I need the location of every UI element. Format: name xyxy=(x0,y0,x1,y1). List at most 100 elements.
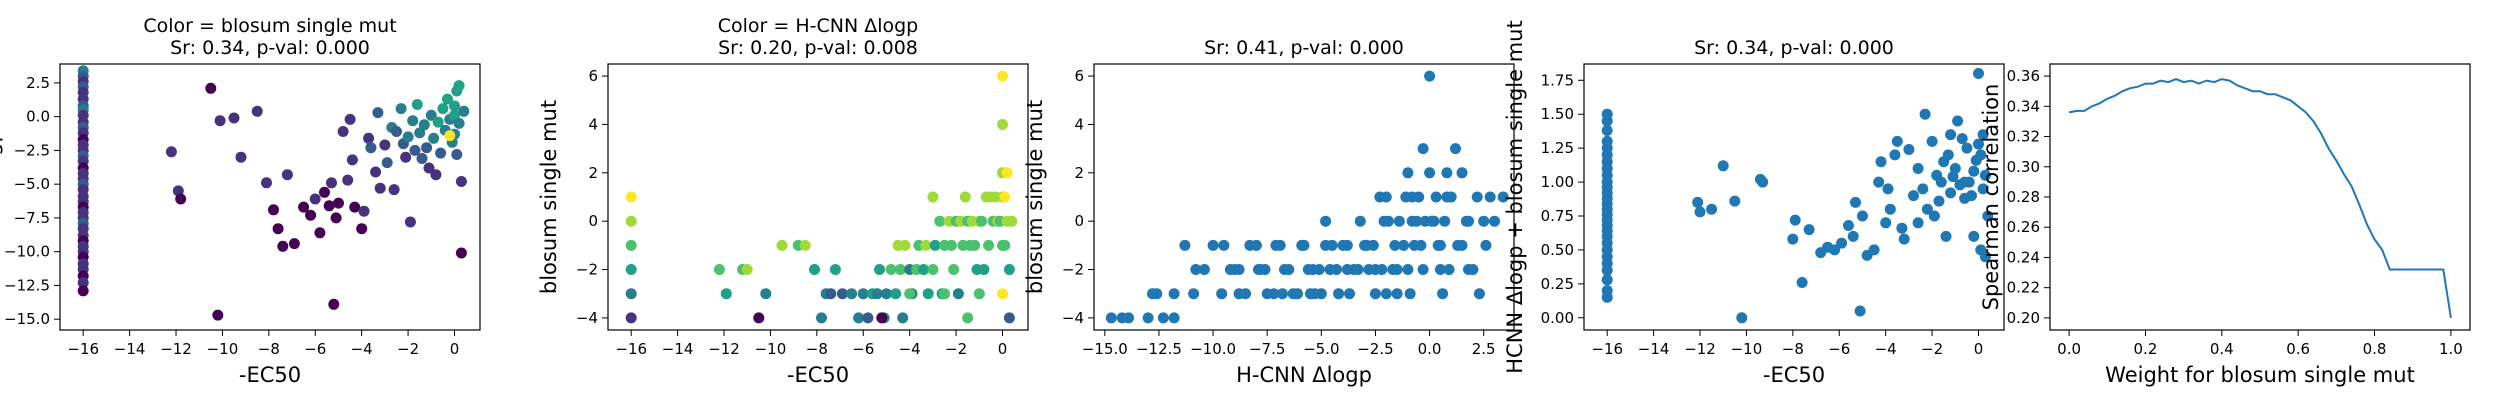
scatter-point xyxy=(1942,149,1954,161)
scatter-point xyxy=(1489,215,1500,227)
scatter-point xyxy=(428,132,440,144)
scatter-point xyxy=(625,191,637,203)
scatter-point xyxy=(309,193,321,205)
scatter-point xyxy=(1692,196,1704,208)
x-tick-label: 0.0 xyxy=(2057,340,2081,358)
scatter-point xyxy=(363,132,375,144)
x-tick-label: −16 xyxy=(1591,340,1623,358)
x-tick-label: −6 xyxy=(1828,340,1850,358)
scatter-point xyxy=(922,288,934,300)
scatter-point xyxy=(416,153,428,164)
subplot-3: −15.0 −12.5 −10.0 −7.5 −5.0 −2.5 0.0 2.5 −4 −2 0 2 4… xyxy=(1023,37,1515,387)
scatter-point xyxy=(1601,125,1613,136)
scatter-point xyxy=(1003,264,1015,275)
scatter-point xyxy=(1868,244,1880,256)
scatter-point xyxy=(400,151,412,163)
x-tick-label: 1.0 xyxy=(2439,340,2463,358)
chart-title: Color = blosum single mut xyxy=(143,15,396,37)
y-tick-label: −12.5 xyxy=(4,276,50,294)
scatter-point xyxy=(1404,288,1416,300)
scatter-point xyxy=(165,146,177,158)
scatter-point xyxy=(799,239,811,251)
scatter-point xyxy=(268,204,279,216)
chart-title: Sr: 0.41, p-val: 0.000 xyxy=(1204,37,1404,59)
chart-title: Sr: 0.20, p-val: 0.008 xyxy=(718,37,918,59)
x-tick-label: −6 xyxy=(852,340,874,358)
scatter-point xyxy=(326,177,337,189)
subplot-4: −16 −14 −12 −10 −8 −6 −4 −2 0 0.00 0.25 0.50 0.75 1.0… xyxy=(1503,20,2005,387)
scatter-point xyxy=(449,100,460,112)
x-tick-label: −4 xyxy=(1875,340,1897,358)
scatter-point xyxy=(1601,291,1613,303)
scatter-point xyxy=(1001,167,1013,179)
scatter-point xyxy=(713,264,725,275)
scatter-point xyxy=(1344,288,1355,300)
y-tick-label: 0.20 xyxy=(2007,309,2040,327)
y-tick-label: 0.0 xyxy=(26,108,50,126)
scatter-point xyxy=(1889,149,1901,161)
scatter-point xyxy=(330,212,342,224)
y-tick-label: 0.34 xyxy=(2007,97,2040,115)
scatter-point xyxy=(1313,264,1325,275)
scatter-point xyxy=(319,186,330,198)
scatter-point xyxy=(1188,288,1200,300)
y-tick-label: 2.5 xyxy=(26,74,50,92)
scatter-point xyxy=(1601,115,1613,127)
scatter-point xyxy=(1179,239,1191,251)
y-axis-label: blosum single mut xyxy=(537,100,561,294)
x-tick-label: 0.4 xyxy=(2210,340,2234,358)
scatter-point xyxy=(1369,288,1381,300)
scatter-point xyxy=(346,154,358,166)
scatter-point xyxy=(829,264,841,275)
scatter-point xyxy=(379,139,391,151)
scatter-point xyxy=(978,264,990,275)
scatter-point xyxy=(261,177,272,189)
y-tick-label: 1.75 xyxy=(1541,71,1574,89)
scatter-point xyxy=(1497,191,1509,203)
y-tick-label: 0 xyxy=(1074,212,1084,230)
scatter-point xyxy=(1979,169,1991,181)
scatter-point xyxy=(344,113,356,125)
scatter-point xyxy=(1283,264,1295,275)
scatter-point xyxy=(1006,215,1018,227)
y-axis-label: blosum single mut xyxy=(1023,100,1047,294)
x-tick-label: −14 xyxy=(1638,340,1670,358)
scatter-point xyxy=(871,288,883,300)
chart-title: Color = H-CNN Δlogp xyxy=(718,15,919,37)
scatter-point xyxy=(1829,244,1841,256)
scatter-point xyxy=(1333,288,1345,300)
y-tick-label: −2 xyxy=(1062,261,1084,279)
scatter-point xyxy=(372,107,384,119)
y-tick-label: −5.0 xyxy=(14,175,50,193)
scatter-point xyxy=(1400,191,1412,203)
scatter-point xyxy=(973,288,985,300)
scatter-point xyxy=(1250,239,1262,251)
scatter-point xyxy=(1354,215,1366,227)
scatter-point xyxy=(272,223,284,235)
subplot-1: −16 −14 −12 −10 −8 −6 −4 −2 0 −15.0 −12.5 −10.0 −7.5… xyxy=(0,15,481,387)
scatter-point xyxy=(370,166,382,178)
x-tick-label: −10 xyxy=(755,340,787,358)
scatter-point xyxy=(904,288,916,300)
scatter-point xyxy=(1437,288,1449,300)
scatter-point xyxy=(1857,210,1868,222)
x-tick-label: 0.8 xyxy=(2363,340,2387,358)
scatter-point xyxy=(857,288,869,300)
scatter-point xyxy=(997,119,1008,130)
scatter-point xyxy=(1389,239,1401,251)
scatter-point xyxy=(411,99,423,110)
scatter-point xyxy=(323,200,335,212)
scatter-point xyxy=(1803,224,1815,236)
y-tick-label: −10.0 xyxy=(4,243,50,261)
scatter-point xyxy=(1302,264,1314,275)
scatter-point xyxy=(421,142,433,154)
x-tick-label: −4 xyxy=(351,340,373,358)
y-tick-label: −2.5 xyxy=(14,141,50,159)
scatter-point xyxy=(1601,274,1613,286)
scatter-point xyxy=(1973,138,1984,150)
x-tick-label: −2.5 xyxy=(1357,340,1393,358)
scatter-point xyxy=(1419,215,1431,227)
y-tick-label: 0.50 xyxy=(1541,241,1574,259)
scatter-point xyxy=(451,149,463,160)
scatter-point xyxy=(897,312,909,324)
